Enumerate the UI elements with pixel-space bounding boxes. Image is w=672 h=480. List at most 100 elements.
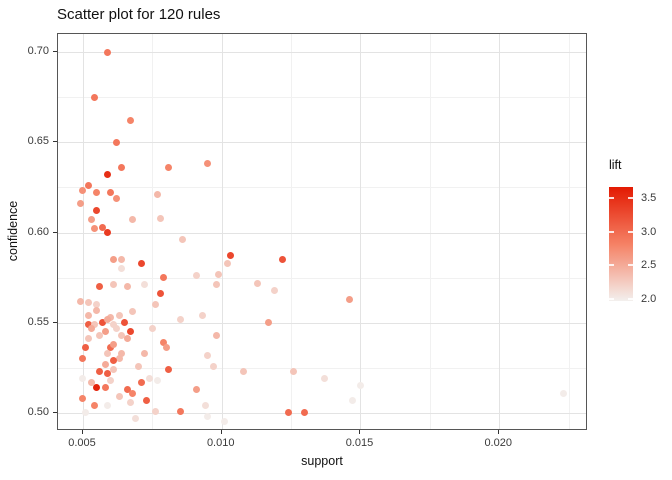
scatter-point (104, 171, 112, 179)
scatter-point (201, 402, 209, 410)
scatter-point (254, 279, 262, 287)
scatter-point (137, 259, 145, 267)
scatter-point (104, 48, 112, 56)
scatter-point (126, 117, 134, 125)
legend-tick-notch (628, 197, 633, 200)
scatter-point (137, 378, 145, 386)
gridline-major-x (499, 34, 501, 429)
scatter-point (215, 270, 223, 278)
scatter-point (154, 191, 162, 199)
scatter-point (134, 362, 142, 370)
scatter-point (162, 344, 170, 352)
scatter-point (85, 321, 93, 329)
legend-title: lift (609, 158, 622, 172)
y-axis-title: confidence (6, 200, 20, 262)
axis-tick-y (53, 231, 57, 233)
scatter-point (109, 340, 117, 348)
scatter-point (204, 413, 212, 421)
scatter-point (154, 376, 162, 384)
gridline-minor-y (58, 367, 586, 369)
scatter-point (151, 301, 159, 309)
legend-tick-notch (628, 230, 633, 233)
scatter-point (79, 187, 87, 195)
scatter-point (123, 335, 131, 343)
scatter-point (176, 407, 184, 415)
x-tick-label: 0.005 (68, 437, 96, 449)
gridline-minor-x (291, 34, 293, 429)
scatter-point (118, 164, 126, 172)
scatter-point (104, 229, 112, 236)
scatter-point (290, 367, 298, 375)
y-tick-label: 0.50 (27, 405, 49, 418)
scatter-point (115, 393, 123, 401)
gridline-major-y (58, 322, 586, 324)
scatter-point (140, 349, 148, 357)
scatter-point (85, 335, 93, 343)
scatter-point (320, 375, 328, 383)
scatter-point (223, 259, 231, 267)
gridline-major-y (58, 142, 586, 144)
scatter-point (129, 389, 137, 397)
scatter-point (93, 207, 101, 215)
scatter-point (143, 396, 151, 404)
scatter-point (270, 286, 278, 294)
scatter-point (559, 389, 567, 397)
scatter-point (140, 281, 148, 289)
legend-tick-notch (628, 264, 633, 267)
legend-tick-notch (609, 230, 614, 233)
scatter-point (90, 93, 98, 101)
scatter-point (165, 366, 173, 374)
scatter-point (76, 200, 84, 208)
axis-tick-x (220, 430, 222, 434)
gridline-major-y (58, 412, 586, 414)
scatter-point (90, 225, 98, 233)
scatter-point (284, 409, 292, 417)
scatter-point (146, 375, 154, 383)
scatter-point (126, 398, 134, 406)
y-tick-label: 0.60 (27, 225, 49, 238)
plot-panel (57, 33, 587, 430)
scatter-point (104, 369, 112, 377)
scatter-point (159, 274, 167, 282)
scatter-point (212, 331, 220, 339)
axis-tick-y (53, 141, 57, 143)
scatter-point (109, 256, 117, 264)
y-tick-label: 0.65 (27, 135, 49, 148)
scatter-point (79, 375, 87, 383)
scatter-point (179, 236, 187, 244)
scatter-point (96, 367, 104, 375)
gridline-major-y (58, 232, 586, 234)
scatter-point (107, 189, 115, 197)
scatter-point (345, 295, 353, 303)
scatter-point (96, 331, 104, 339)
scatter-point (104, 402, 112, 410)
scatter-point (121, 319, 129, 327)
scatter-point (93, 189, 101, 197)
gridline-major-y (58, 52, 586, 54)
scatter-point (348, 396, 356, 404)
scatter-point (112, 324, 120, 332)
chart-title: Scatter plot for 120 rules (57, 6, 221, 23)
legend-tick-notch (609, 297, 614, 300)
scatter-point (107, 344, 115, 352)
legend-tick-notch (609, 197, 614, 200)
legend-gradient-bar (609, 187, 633, 301)
scatter-point (112, 138, 120, 146)
x-tick-label: 0.020 (484, 437, 512, 449)
gridline-minor-y (58, 97, 586, 99)
gridline-minor-x (152, 34, 154, 429)
scatter-point (198, 312, 206, 319)
scatter-point (204, 160, 212, 168)
scatter-point (90, 402, 98, 410)
scatter-point (115, 355, 123, 363)
legend-tick-notch (609, 264, 614, 267)
scatter-point (204, 351, 212, 359)
scatter-point (79, 395, 87, 403)
axis-tick-y (53, 51, 57, 53)
scatter-point (107, 376, 115, 384)
scatter-point (226, 252, 234, 260)
scatter-point (93, 306, 101, 314)
scatter-point (279, 256, 287, 264)
scatter-point (79, 355, 87, 363)
scatter-point (212, 281, 220, 289)
